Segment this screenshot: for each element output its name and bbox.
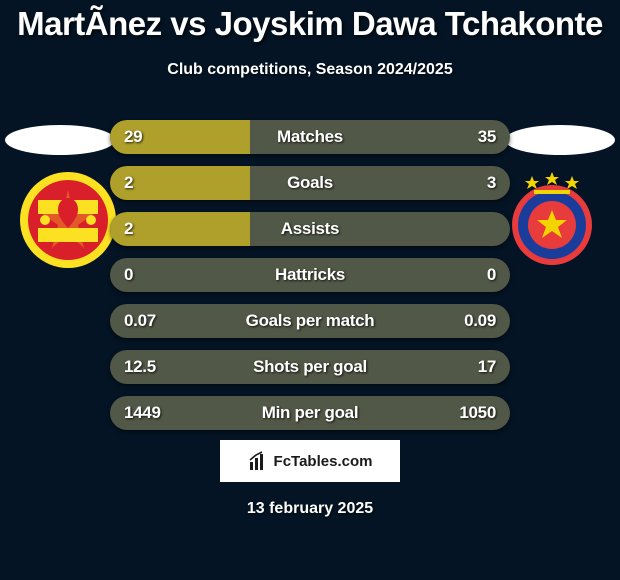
stat-value-left: 0 [124, 258, 133, 292]
stat-label: Min per goal [110, 396, 510, 430]
stat-row: Assists2 [110, 212, 510, 246]
stat-value-right: 0.09 [464, 304, 496, 338]
attribution-text: FcTables.com [274, 453, 373, 470]
stat-value-left: 12.5 [124, 350, 156, 384]
stat-label: Goals per match [110, 304, 510, 338]
stat-row: Hattricks0 0 [110, 258, 510, 292]
stat-value-left: 2 [124, 212, 133, 246]
stat-label: Shots per goal [110, 350, 510, 384]
page-title: MartÃ­nez vs Joyskim Dawa Tchakonte [0, 0, 620, 43]
stats-comparison: Matches2935Goals23Assists2Hattricks00Goa… [110, 120, 510, 442]
stat-label: Hattricks [110, 258, 510, 292]
player-avatar-left [5, 125, 115, 155]
stat-label: Matches [110, 120, 510, 154]
stat-label: Goals [110, 166, 510, 200]
chart-icon [248, 450, 270, 472]
stat-row: Min per goal1449 1050 [110, 396, 510, 430]
stat-value-right: 1050 [459, 396, 496, 430]
stat-row: Shots per goal12.5 17 [110, 350, 510, 384]
attribution-badge: FcTables.com [220, 440, 400, 482]
stat-value-right: 0 [487, 258, 496, 292]
stat-value-left: 1449 [124, 396, 161, 430]
manchester-united-crest-icon [18, 170, 118, 270]
stat-row: Goals2 3 [110, 166, 510, 200]
club-crest-right [502, 170, 602, 270]
fcsb-crest-icon [502, 170, 602, 270]
stat-value-right: 3 [487, 166, 496, 200]
stat-value-left: 29 [124, 120, 142, 154]
stat-value-left: 2 [124, 166, 133, 200]
date-text: 13 february 2025 [0, 500, 620, 518]
stat-value-right: 17 [478, 350, 496, 384]
stat-value-left: 0.07 [124, 304, 156, 338]
page-subtitle: Club competitions, Season 2024/2025 [0, 61, 620, 79]
stat-row: Matches29 35 [110, 120, 510, 154]
stat-value-right: 35 [478, 120, 496, 154]
club-crest-left [18, 170, 118, 270]
stat-row: Goals per match0.07 0.09 [110, 304, 510, 338]
player-avatar-right [505, 125, 615, 155]
stat-label: Assists [110, 212, 510, 246]
